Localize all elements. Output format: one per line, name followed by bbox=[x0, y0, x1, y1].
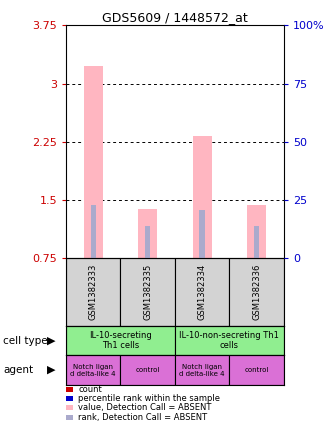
Bar bbox=[120, 258, 175, 326]
Bar bbox=[254, 226, 259, 258]
Text: IL-10-secreting
Th1 cells: IL-10-secreting Th1 cells bbox=[89, 331, 152, 350]
Title: GDS5609 / 1448572_at: GDS5609 / 1448572_at bbox=[102, 11, 248, 24]
Bar bbox=[175, 258, 229, 326]
Text: GSM1382336: GSM1382336 bbox=[252, 264, 261, 320]
Text: GSM1382334: GSM1382334 bbox=[198, 264, 207, 320]
Text: GSM1382335: GSM1382335 bbox=[143, 264, 152, 320]
Bar bbox=[229, 355, 284, 385]
Text: IL-10-non-secreting Th1
cells: IL-10-non-secreting Th1 cells bbox=[180, 331, 279, 350]
Text: agent: agent bbox=[3, 365, 33, 375]
Bar bbox=[247, 205, 266, 258]
Bar bbox=[175, 355, 229, 385]
Text: percentile rank within the sample: percentile rank within the sample bbox=[78, 394, 220, 403]
Bar bbox=[138, 209, 157, 258]
Bar bbox=[229, 258, 284, 326]
Text: control: control bbox=[136, 367, 160, 373]
Bar bbox=[145, 226, 150, 258]
Text: ▶: ▶ bbox=[47, 365, 55, 375]
Bar bbox=[90, 205, 96, 258]
Bar bbox=[66, 258, 120, 326]
Text: rank, Detection Call = ABSENT: rank, Detection Call = ABSENT bbox=[78, 412, 207, 422]
Text: ▶: ▶ bbox=[47, 335, 55, 346]
Text: Notch ligan
d delta-like 4: Notch ligan d delta-like 4 bbox=[180, 364, 225, 376]
Text: value, Detection Call = ABSENT: value, Detection Call = ABSENT bbox=[78, 403, 212, 412]
Bar bbox=[120, 355, 175, 385]
Text: cell type: cell type bbox=[3, 335, 48, 346]
Bar bbox=[66, 326, 175, 355]
Text: control: control bbox=[245, 367, 269, 373]
Bar bbox=[175, 326, 284, 355]
Text: GSM1382333: GSM1382333 bbox=[89, 264, 98, 320]
Bar bbox=[66, 355, 120, 385]
Bar bbox=[84, 66, 103, 258]
Text: count: count bbox=[78, 385, 102, 394]
Text: Notch ligan
d delta-like 4: Notch ligan d delta-like 4 bbox=[71, 364, 116, 376]
Bar bbox=[193, 136, 212, 258]
Bar bbox=[199, 210, 205, 258]
